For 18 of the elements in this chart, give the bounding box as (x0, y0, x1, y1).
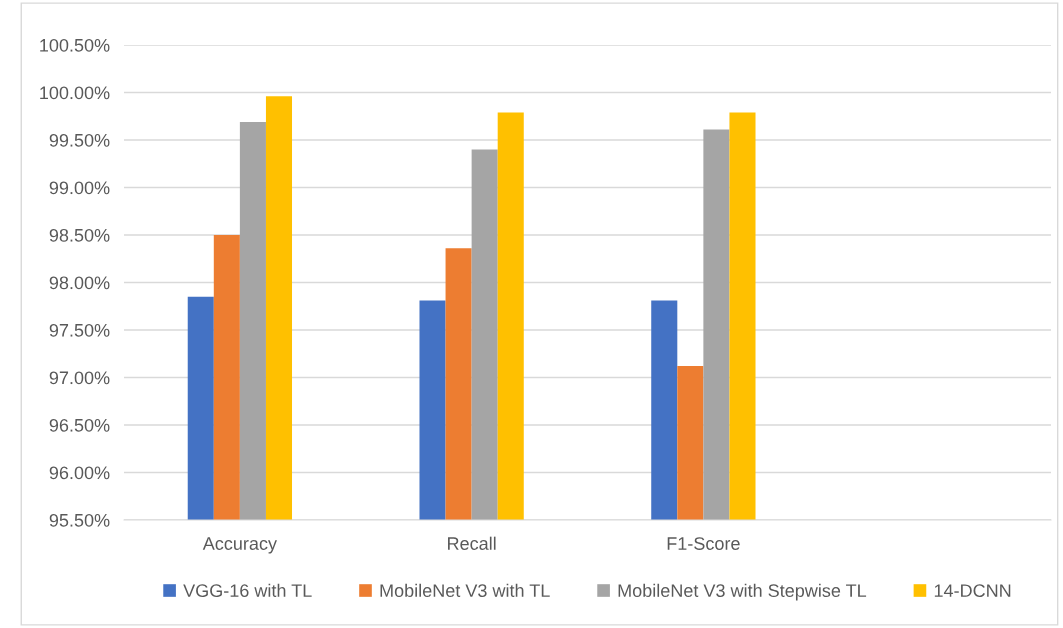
y-tick-label: 99.50% (49, 133, 110, 147)
y-tick-label: 100.00% (40, 86, 110, 100)
x-tick-label: Recall (448, 536, 496, 550)
y-tick-label: 97.50% (49, 323, 110, 337)
legend-label: VGG-16 with TL (183, 583, 312, 598)
legend-label: MobileNet V3 with Stepwise TL (618, 583, 867, 601)
y-tick-label: 98.50% (49, 228, 110, 242)
legend-label: MobileNet V3 with TL (380, 583, 550, 598)
legend-label: 14-DCNN (934, 584, 1011, 598)
y-tick-label: 95.50% (49, 513, 110, 527)
y-tick-label: 96.00% (49, 466, 110, 480)
y-tick-label: 99.00% (49, 181, 110, 195)
x-tick-label: Accuracy (202, 537, 277, 554)
y-tick-label: 100.50% (40, 38, 110, 52)
y-tick-label: 98.00% (49, 276, 110, 290)
x-tick-label: F1-Score (667, 537, 740, 550)
y-tick-label: 96.50% (49, 418, 110, 432)
y-tick-label: 97.00% (49, 371, 110, 385)
